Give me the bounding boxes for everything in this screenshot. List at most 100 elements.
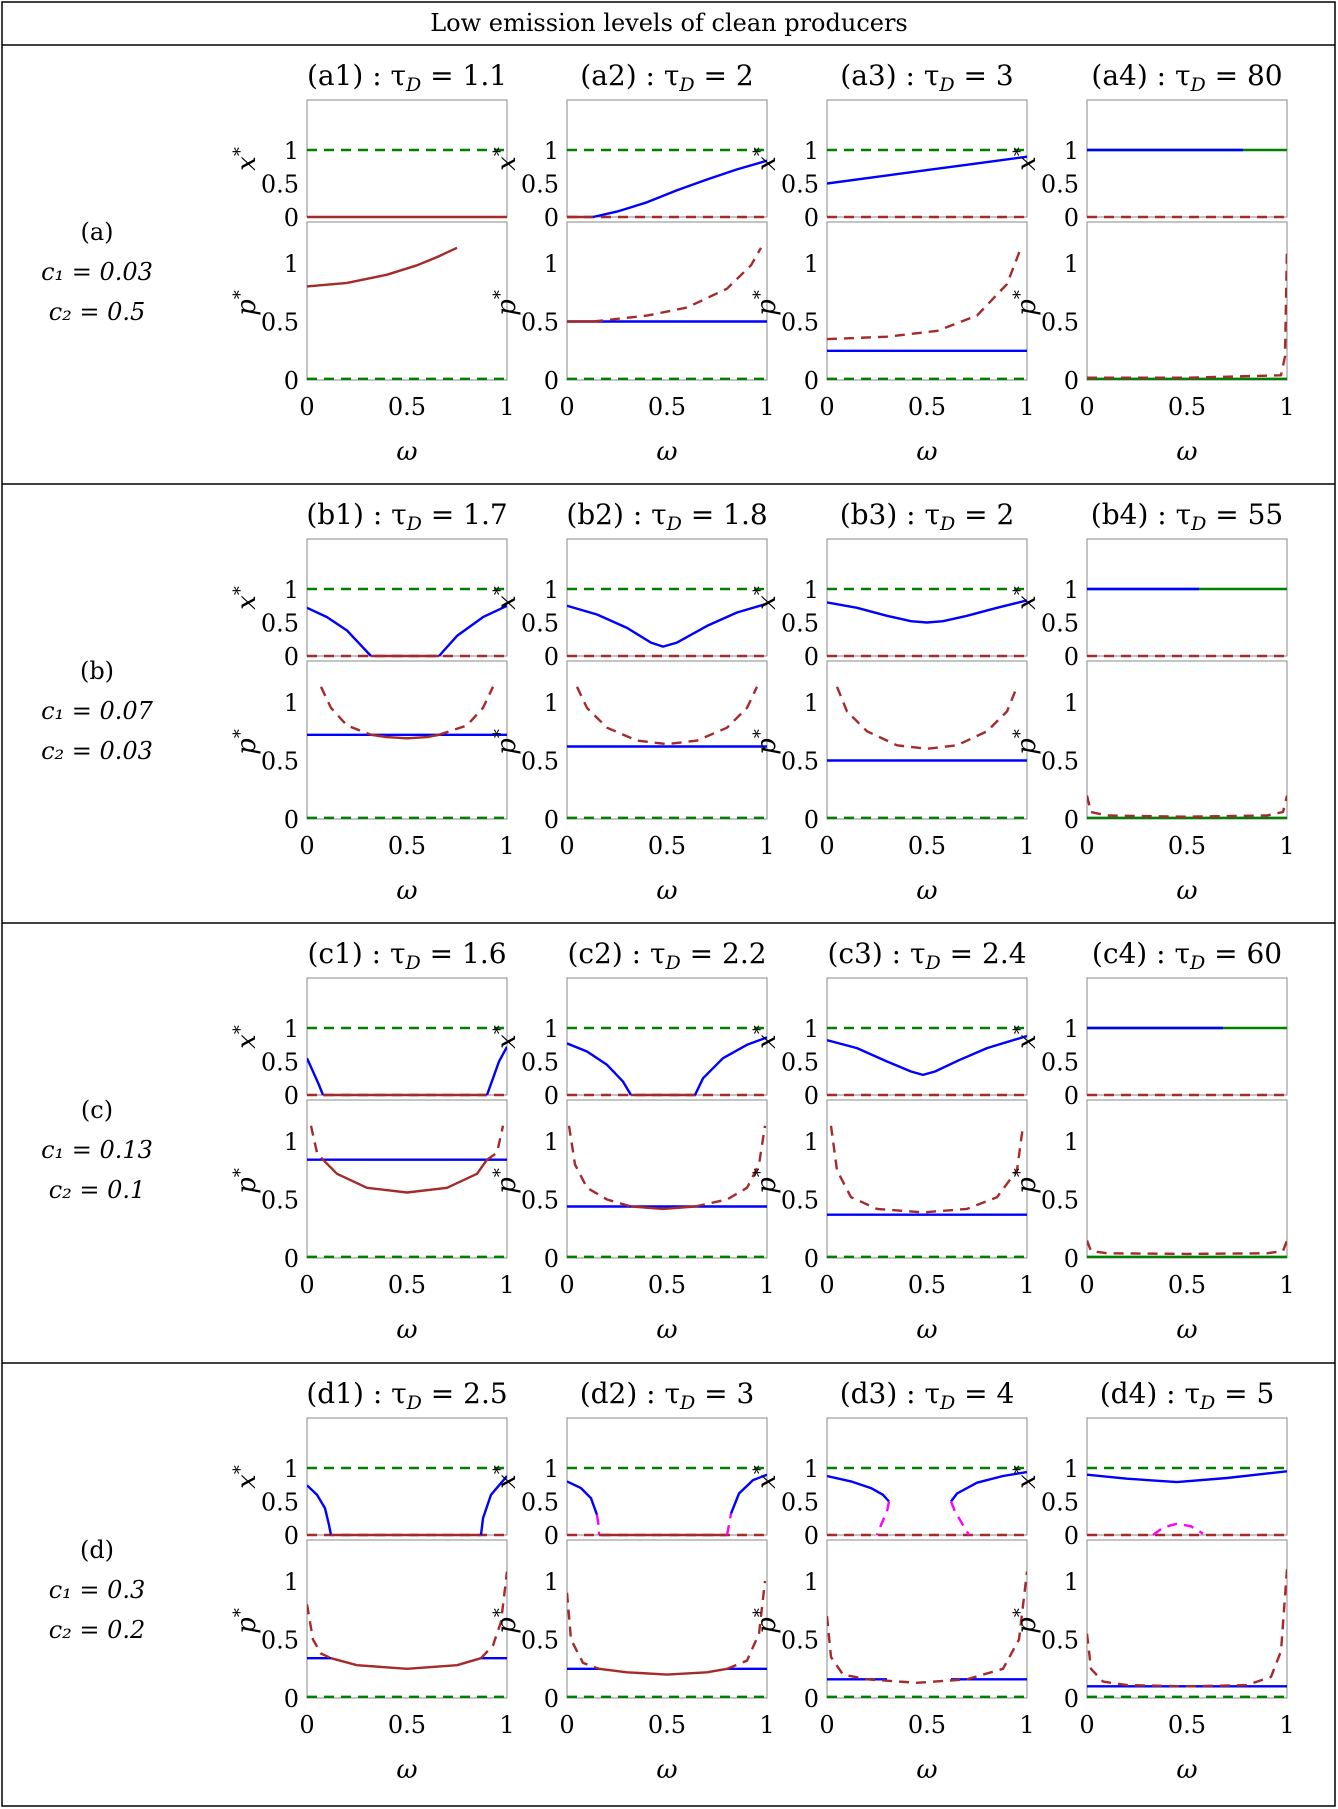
y-axis-label-top-var: x (1012, 156, 1042, 171)
ytick-label-top: 0.5 (521, 171, 559, 199)
x-axis-label: ω (656, 1755, 677, 1785)
series-group-top (1087, 587, 1287, 658)
ytick-label-top: 0 (284, 204, 299, 232)
y-axis-label-top-var: x (492, 156, 522, 171)
ytick-label-bottom: 0 (284, 1245, 299, 1273)
xtick-label: 1 (499, 1711, 514, 1739)
ytick-label-bottom: 0 (1064, 806, 1079, 834)
series-line-top-blue-2 (567, 1480, 599, 1516)
xtick-label: 0 (299, 832, 314, 860)
ytick-label-top: 0 (1064, 1082, 1079, 1110)
y-axis-label-bottom: p* (1010, 729, 1042, 755)
ytick-label-top: 1 (544, 576, 559, 604)
row-label: (d) (80, 1536, 114, 1564)
ytick-label-top: 1 (1064, 1015, 1079, 1043)
y-axis-label-top-var: x (1012, 1034, 1042, 1049)
x-axis-label: ω (656, 437, 677, 467)
y-axis-label-bottom-var: p (492, 299, 522, 316)
y-axis-label-top: x* (230, 147, 262, 171)
x-axis-label: ω (396, 1755, 417, 1785)
y-axis-label-top: x* (230, 1025, 262, 1049)
axes-top (1086, 538, 1288, 657)
ytick-label-top: 1 (284, 1455, 299, 1483)
panel-title-subscript: D (1190, 513, 1206, 535)
panel-title-subscript: D (678, 74, 694, 96)
series-group-bottom (827, 1571, 1027, 1698)
ytick-label-top: 1 (284, 576, 299, 604)
series-line-top-magenta-3 (595, 1514, 601, 1535)
ytick-label-top: 0 (544, 1082, 559, 1110)
ytick-label-top: 0.5 (261, 171, 299, 199)
x-axis-label: ω (1176, 876, 1197, 906)
series-line-bottom-brown-2 (319, 686, 372, 736)
series-line-bottom-brown-1 (1087, 1240, 1287, 1256)
panel-title: (a3) : τD = 3 (840, 59, 1013, 96)
y-axis-label-bottom: p* (490, 1608, 522, 1634)
x-axis-label: ω (916, 1755, 937, 1785)
series-line-top-blue-2 (827, 599, 1027, 624)
axes-top (826, 538, 1028, 657)
row-param-c2: c₂ = 0.03 (41, 737, 153, 765)
y-axis-label-bottom-star: * (1010, 290, 1031, 299)
y-axis-label-top-var: x (232, 1474, 262, 1489)
xtick-label: 0 (299, 1711, 314, 1739)
y-axis-label-bottom-var: p (752, 1617, 782, 1634)
series-line-bottom-brown-2 (567, 1125, 632, 1208)
panel-title-value: = 3 (955, 59, 1014, 92)
ytick-label-top: 0 (804, 204, 819, 232)
panel-title: (a2) : τD = 2 (580, 59, 753, 96)
series-group-bottom (307, 686, 507, 819)
panel-title-value: = 2 (955, 498, 1014, 531)
ytick-label-top: 0.5 (1041, 1049, 1079, 1077)
y-axis-label-bottom: p* (490, 290, 522, 316)
series-line-top-blue-3 (592, 159, 767, 219)
axes-top (306, 977, 508, 1096)
y-axis-label-top-star: * (750, 147, 771, 156)
xtick-label: 0.5 (388, 1711, 426, 1739)
series-line-top-blue-4 (479, 1475, 507, 1536)
series-group-bottom (1087, 1569, 1287, 1698)
ytick-label-top: 0 (1064, 643, 1079, 671)
series-line-bottom-brown-2 (829, 1125, 1025, 1214)
panel-title: (c4) : τD = 60 (1092, 937, 1282, 974)
y-axis-label-top: x* (750, 586, 782, 610)
series-line-top-blue-4 (485, 1046, 507, 1096)
x-axis-label: ω (396, 1315, 417, 1345)
xtick-label: 0 (819, 832, 834, 860)
series-line-bottom-brown-4 (694, 1125, 767, 1208)
series-line-top-blue-2 (307, 1057, 325, 1096)
y-axis-label-bottom-var: p (1012, 1617, 1042, 1634)
ytick-label-bottom: 0.5 (1041, 1627, 1079, 1655)
xtick-label: 0 (819, 393, 834, 421)
ytick-label-bottom: 0.5 (781, 309, 819, 337)
y-axis-label-bottom: p* (750, 1168, 782, 1194)
series-group-bottom (307, 1571, 507, 1698)
axes-top (306, 1417, 508, 1536)
panel-title: (c3) : τD = 2.4 (827, 937, 1026, 974)
xtick-label: 1 (759, 1271, 774, 1299)
y-axis-label-bottom: p* (230, 290, 262, 316)
ytick-label-bottom: 0 (284, 1685, 299, 1713)
y-axis-label-bottom-var: p (492, 738, 522, 755)
ytick-label-bottom: 0.5 (1041, 748, 1079, 776)
xtick-label: 1 (759, 393, 774, 421)
series-group-bottom (1087, 795, 1287, 819)
axes-top (566, 99, 768, 218)
panel-title: (d2) : τD = 3 (580, 1377, 755, 1414)
panel-title: (a1) : τD = 1.1 (307, 59, 507, 96)
series-group-bottom (567, 1125, 767, 1258)
ytick-label-bottom: 1 (284, 1128, 299, 1156)
series-line-bottom-brown-3 (370, 733, 440, 740)
panel-title-label: (a1) : τ (307, 59, 406, 92)
xtick-label: 1 (1279, 832, 1294, 860)
panel-title: (b2) : τD = 1.8 (566, 498, 767, 535)
x-axis-label: ω (1176, 1755, 1197, 1785)
xtick-label: 0.5 (648, 393, 686, 421)
series-group-bottom (827, 686, 1027, 819)
series-line-bottom-brown-3 (827, 1571, 1027, 1684)
panel-title: (d1) : τD = 2.5 (306, 1377, 507, 1414)
y-axis-label-bottom-var: p (492, 1617, 522, 1634)
series-line-bottom-brown-3 (567, 1592, 600, 1670)
ytick-label-top: 1 (284, 137, 299, 165)
